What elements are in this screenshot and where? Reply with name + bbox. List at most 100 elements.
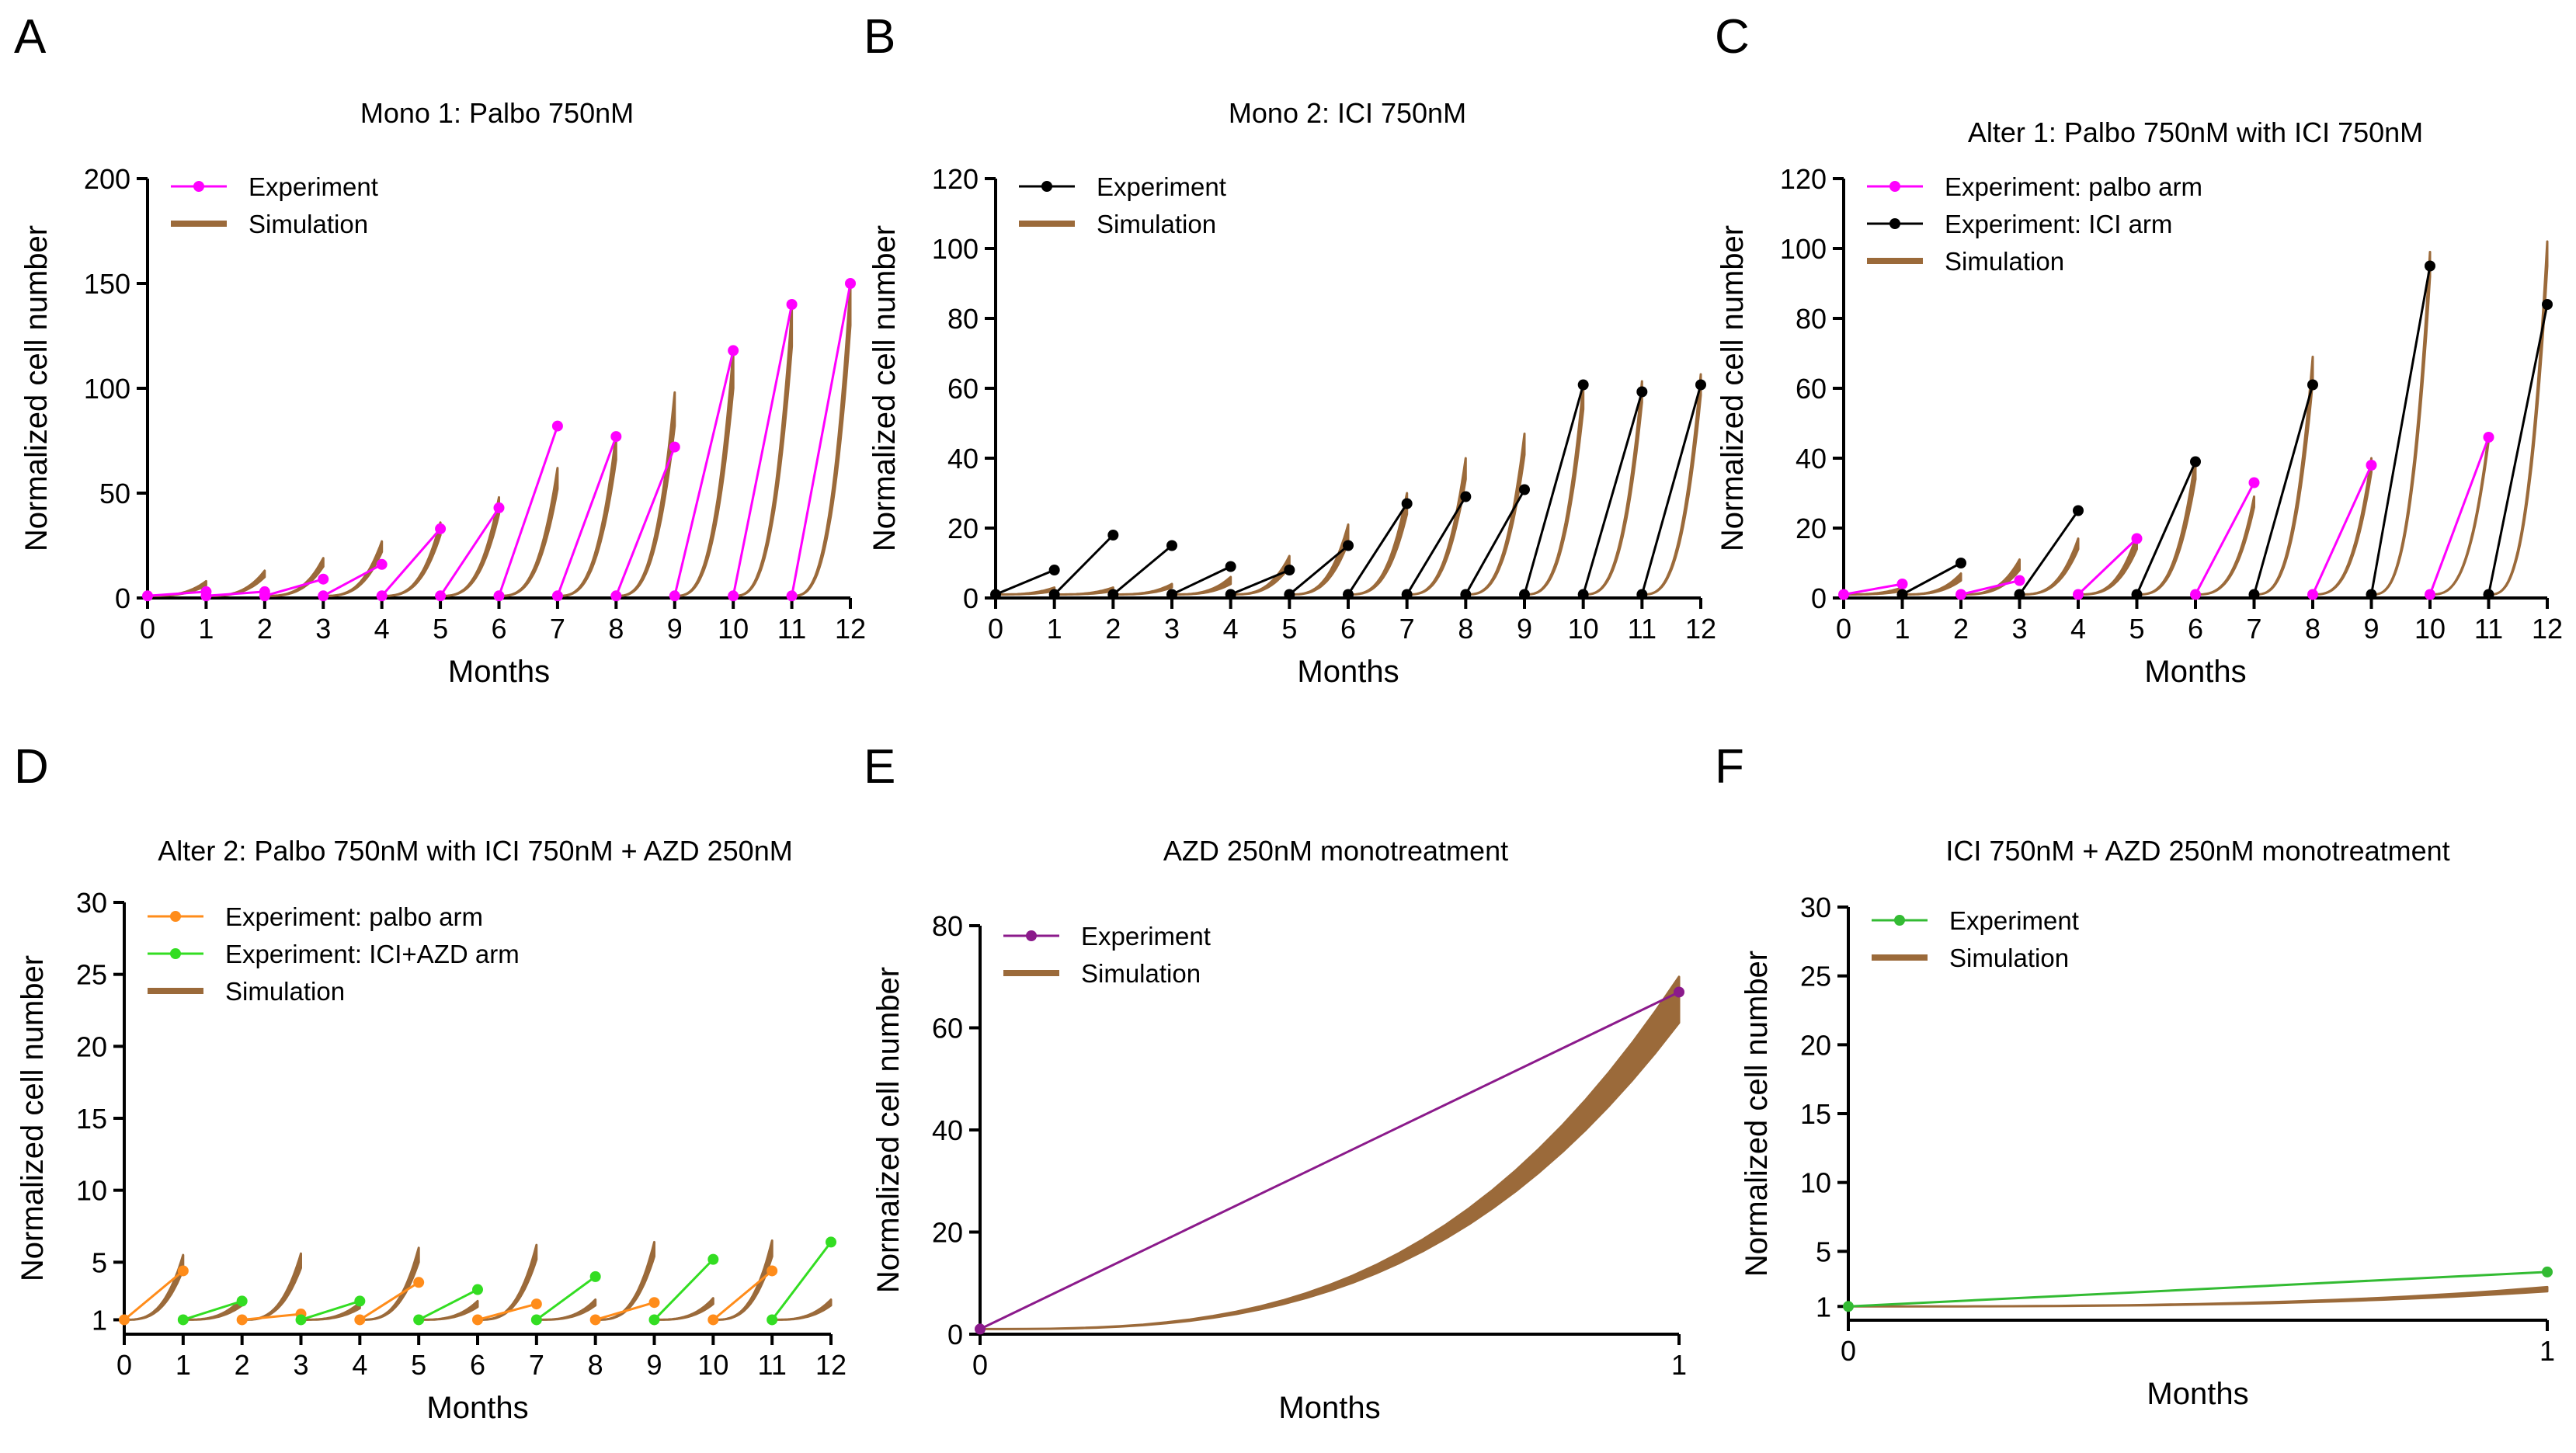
experiment-point-c	[2248, 477, 2260, 488]
experiment-point-c	[2073, 505, 2084, 516]
experiment-point-a	[551, 590, 563, 602]
experiment-point-c	[1955, 558, 1966, 568]
experiment-point-a	[376, 558, 388, 570]
y-tick-label-b: 20	[947, 513, 979, 544]
simulation-band-a	[263, 557, 325, 597]
y-axis-label-b: Normalized cell number	[867, 225, 902, 551]
experiment-point-c	[2425, 260, 2435, 272]
x-tick-label-c: 4	[2070, 613, 2086, 645]
experiment-line-b	[1347, 502, 1408, 596]
experiment-point-c	[2483, 432, 2494, 443]
simulation-band-b	[1111, 582, 1173, 596]
experiment-point-c	[2131, 533, 2143, 544]
simulation-band-c	[2487, 240, 2549, 596]
y-axis-label-a: Normalized cell number	[19, 225, 54, 551]
chart-panel-f: ICI 750nM + AZD 250nM monotreatment15101…	[1740, 835, 2555, 1411]
simulation-band-a	[791, 282, 852, 597]
x-tick-label-d: 4	[352, 1349, 367, 1381]
legend-marker-a	[193, 181, 204, 192]
x-tick-label-c: 10	[2414, 613, 2446, 645]
experiment-point-c	[2483, 589, 2494, 600]
experiment-point-b	[1284, 565, 1295, 575]
experiment-line-a	[147, 590, 207, 597]
y-tick-label-b: 0	[963, 582, 979, 614]
experiment-point-b	[1284, 589, 1295, 600]
experiment-point-c	[2190, 589, 2201, 600]
simulation-band-d	[770, 1298, 833, 1321]
experiment-point-c	[2014, 589, 2025, 600]
y-tick-label-b: 60	[947, 373, 979, 405]
experiment-point-b	[1343, 540, 1354, 551]
y-tick-label-b: 40	[947, 443, 979, 474]
x-tick-label-d: 0	[116, 1349, 132, 1381]
y-tick-label-a: 0	[115, 582, 130, 614]
experiment-line-d	[183, 1299, 243, 1321]
y-tick-label-f: 10	[1800, 1167, 1831, 1199]
y-tick-label-c: 120	[1780, 163, 1827, 195]
experiment-point-a	[610, 431, 622, 443]
y-tick-label-a: 100	[84, 373, 130, 405]
x-tick-label-c: 11	[2474, 613, 2503, 645]
y-tick-label-a: 50	[99, 478, 130, 509]
y-tick-label-c: 80	[1796, 303, 1827, 335]
experiment-point-d	[295, 1314, 307, 1326]
legend-label-f: Simulation	[1949, 944, 2069, 972]
x-axis-label-a: Months	[448, 655, 550, 689]
experiment-point-d	[767, 1265, 778, 1277]
x-axis-label-b: Months	[1297, 655, 1399, 689]
experiment-point-f	[1843, 1301, 1854, 1312]
legend-marker-c	[1889, 181, 1900, 192]
x-tick-label-b: 1	[1047, 613, 1062, 645]
y-axis-label-c: Normalized cell number	[1716, 225, 1750, 551]
simulation-band-d	[358, 1246, 420, 1321]
experiment-point-b	[1577, 379, 1589, 391]
experiment-line-a	[673, 350, 735, 596]
experiment-point-d	[177, 1265, 189, 1277]
x-tick-label-c: 9	[2363, 613, 2379, 645]
experiment-point-b	[1107, 589, 1119, 600]
experiment-point-d	[413, 1314, 425, 1326]
y-tick-label-f: 20	[1800, 1029, 1831, 1061]
experiment-line-c	[1901, 561, 1962, 596]
experiment-point-d	[413, 1277, 425, 1288]
y-tick-label-e: 60	[932, 1013, 963, 1045]
x-tick-label-b: 10	[1568, 613, 1599, 645]
simulation-band-a	[732, 307, 794, 597]
experiment-point-c	[1955, 589, 1966, 600]
simulation-band-e	[979, 975, 1681, 1330]
simulation-band-a	[322, 540, 384, 597]
experiment-point-b	[1401, 498, 1413, 509]
x-tick-label-a: 1	[198, 613, 214, 645]
experiment-line-d	[595, 1301, 655, 1321]
legend-label-f: Experiment	[1949, 906, 2079, 935]
x-axis-label-c: Months	[2144, 655, 2246, 689]
x-axis-label-e: Months	[1278, 1391, 1380, 1425]
x-tick-label-d: 6	[470, 1349, 485, 1381]
simulation-band-a	[556, 433, 617, 597]
simulation-band-b	[1464, 433, 1526, 596]
experiment-line-a	[381, 527, 442, 597]
experiment-line-b	[1640, 384, 1702, 595]
experiment-point-a	[728, 345, 739, 356]
experiment-point-a	[493, 502, 505, 513]
experiment-point-d	[589, 1271, 601, 1282]
experiment-point-d	[530, 1314, 542, 1326]
experiment-line-a	[439, 507, 500, 597]
experiment-point-c	[1896, 589, 1908, 600]
experiment-line-d	[359, 1281, 419, 1321]
y-tick-label-d: 30	[76, 887, 107, 919]
simulation-band-d	[594, 1240, 655, 1321]
y-tick-label-d: 1	[92, 1304, 107, 1336]
experiment-point-a	[376, 590, 388, 602]
legend-label-b: Simulation	[1097, 210, 1216, 238]
experiment-point-b	[1048, 589, 1060, 600]
x-tick-label-a: 7	[550, 613, 565, 645]
experiment-line-f	[1848, 1271, 2548, 1308]
y-tick-label-e: 40	[932, 1114, 963, 1146]
experiment-line-c	[2018, 509, 2080, 596]
experiment-line-a	[732, 304, 794, 596]
experiment-point-b	[1519, 589, 1530, 600]
x-tick-label-a: 5	[433, 613, 448, 645]
x-tick-label-d: 5	[411, 1349, 426, 1381]
